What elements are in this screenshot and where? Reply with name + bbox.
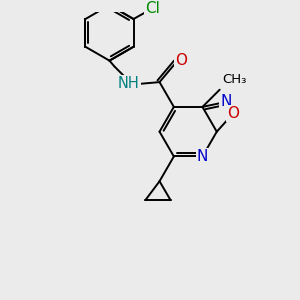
Text: CH₃: CH₃ <box>223 73 247 86</box>
Text: NH: NH <box>118 76 140 91</box>
Text: O: O <box>227 106 239 121</box>
Text: O: O <box>175 53 187 68</box>
Text: N: N <box>220 94 232 109</box>
Text: N: N <box>197 149 208 164</box>
Text: Cl: Cl <box>145 1 160 16</box>
